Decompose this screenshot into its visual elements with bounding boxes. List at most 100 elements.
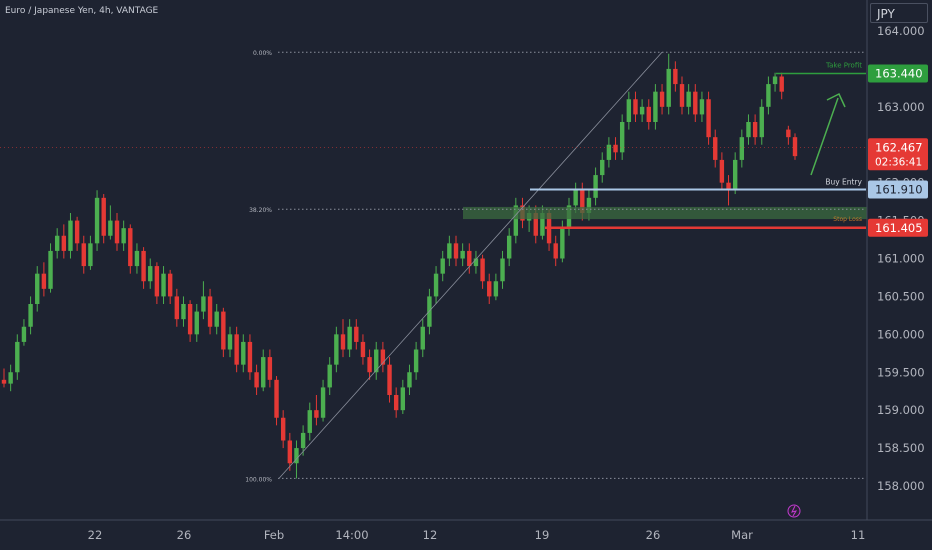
candle-body	[307, 410, 312, 433]
currency-selector[interactable]: JPY	[870, 3, 928, 23]
y-tick-label: 161.000	[877, 252, 925, 266]
candle-body	[334, 334, 339, 365]
candle-body	[393, 395, 399, 411]
candle-body	[646, 106, 651, 122]
candle-body	[493, 281, 499, 297]
y-tick-label: 164.000	[877, 24, 925, 38]
x-tick-label: 19	[535, 528, 550, 542]
candle-body	[287, 440, 293, 464]
candle-body	[214, 311, 219, 327]
price-badge-label: 162.467	[875, 140, 923, 154]
candle-body	[201, 296, 206, 312]
x-tick-label: Mar	[731, 528, 753, 542]
candle-body	[354, 326, 359, 342]
y-tick-label: 158.500	[877, 441, 925, 455]
candle-body	[706, 99, 711, 138]
candle-body	[726, 182, 731, 191]
candle-body	[686, 91, 691, 107]
y-tick-label: 163.000	[877, 100, 925, 114]
candle-body	[480, 258, 485, 282]
candle-body	[746, 122, 751, 138]
candle-body	[41, 273, 47, 289]
candle-body	[221, 311, 226, 350]
candles-group	[1, 53, 798, 479]
chart-title: Euro / Japanese Yen, 4h, VANTAGE	[5, 6, 159, 16]
lightning-icon[interactable]	[787, 504, 801, 518]
candle-body	[593, 175, 598, 198]
candle-body	[387, 364, 392, 395]
candle-body	[360, 341, 366, 358]
candle-body	[653, 91, 658, 122]
candle-body	[786, 129, 791, 138]
price-badge	[868, 64, 928, 83]
candle-body	[699, 99, 705, 115]
take-profit-annotation: Take Profit	[825, 61, 862, 69]
candle-body	[187, 304, 193, 335]
candle-body	[606, 144, 612, 160]
candle-body	[580, 190, 585, 213]
arrow-head-icon	[826, 92, 846, 108]
candle-body	[167, 273, 173, 297]
price-badge-label: 163.440	[875, 66, 923, 80]
candle-body	[181, 304, 186, 320]
candle-body	[48, 250, 53, 289]
candle-body	[400, 387, 406, 411]
candle-body	[719, 159, 725, 183]
candle-body	[779, 76, 784, 92]
candle-body	[174, 296, 180, 320]
candle-body	[420, 326, 425, 350]
y-tick-label: 158.000	[877, 479, 925, 493]
candle-body	[374, 349, 379, 373]
candle-body	[194, 311, 199, 335]
candle-body	[713, 137, 718, 160]
candle-body	[234, 334, 239, 365]
x-tick-label: 26	[177, 528, 192, 542]
candle-body	[61, 235, 67, 251]
candle-body	[21, 326, 27, 342]
stop-loss-annotation: Stop Loss	[833, 216, 862, 223]
candle-body	[639, 106, 645, 115]
candle-body	[241, 341, 246, 365]
candle-body	[540, 213, 545, 236]
candle-body	[413, 349, 419, 373]
candle-body	[659, 91, 665, 107]
candle-body	[693, 91, 698, 115]
candle-body	[247, 341, 253, 373]
y-tick-label: 159.000	[877, 403, 925, 417]
price-badge-label: 161.910	[875, 182, 923, 196]
candle-body	[327, 364, 332, 388]
fib-trend-line	[278, 51, 663, 479]
candle-body	[586, 197, 592, 213]
candle-body	[772, 76, 778, 85]
candle-body	[121, 228, 126, 244]
x-tick-label: 12	[423, 528, 438, 542]
x-tick-label: 22	[88, 528, 103, 542]
candle-body	[447, 243, 452, 259]
candle-body	[739, 137, 745, 160]
candle-body	[766, 84, 771, 107]
price-badge	[868, 180, 928, 199]
candle-body	[274, 379, 279, 418]
candle-body	[134, 250, 140, 267]
candle-body	[407, 372, 412, 388]
candle-body	[613, 144, 618, 153]
candle-body	[473, 258, 479, 267]
candle-body	[626, 99, 632, 122]
candle-body	[141, 250, 146, 282]
candle-body	[15, 341, 20, 373]
x-tick-label: 26	[646, 528, 661, 542]
y-tick-label: 160.500	[877, 289, 925, 303]
countdown-label: 02:36:41	[875, 156, 922, 168]
candle-body	[533, 213, 538, 236]
y-tick-label: 159.500	[877, 365, 925, 379]
candle-body	[267, 357, 273, 380]
candle-body	[161, 273, 166, 297]
candle-body	[294, 448, 299, 464]
price-badge	[868, 218, 928, 237]
candle-body	[108, 220, 113, 236]
candle-body	[54, 235, 60, 251]
candle-body	[666, 68, 671, 107]
candle-body	[314, 410, 319, 418]
fib-level-label: 100.00%	[245, 476, 272, 483]
